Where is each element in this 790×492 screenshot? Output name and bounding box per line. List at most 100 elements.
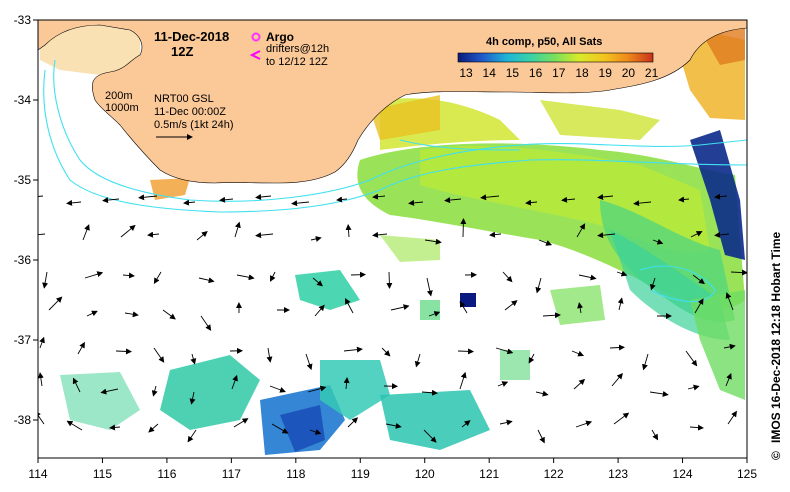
lat-tick-label: -35 bbox=[14, 173, 32, 187]
longitude-axis: 114 115 116 117 118 119 120 121 122 123 124 125 bbox=[28, 458, 757, 481]
current-arrow bbox=[611, 372, 623, 387]
lon-tick-label: 115 bbox=[93, 467, 112, 481]
drifters-to-label: to 12/12 12Z bbox=[266, 56, 328, 68]
current-arrow bbox=[426, 277, 433, 297]
current-arrow bbox=[147, 231, 160, 238]
current-arrow bbox=[723, 343, 736, 350]
current-arrow bbox=[652, 238, 664, 245]
current-arrow bbox=[687, 384, 700, 391]
lon-tick-label: 125 bbox=[737, 467, 757, 481]
current-arrow bbox=[309, 429, 322, 435]
argo-legend: Argo bbox=[251, 30, 294, 44]
current-arrow bbox=[344, 298, 354, 314]
current-arrow bbox=[692, 274, 705, 285]
current-arrow bbox=[597, 232, 616, 239]
current-arrow bbox=[39, 336, 45, 349]
argo-marker-icon bbox=[251, 32, 261, 42]
lon-tick-label: 122 bbox=[544, 467, 564, 481]
current-arrow bbox=[234, 221, 241, 238]
current-arrow bbox=[77, 341, 85, 355]
current-arrow bbox=[428, 311, 441, 317]
current-arrow bbox=[84, 271, 104, 279]
current-arrow bbox=[270, 271, 276, 282]
current-arrow bbox=[461, 420, 471, 428]
drifter-legend: drifters@12h to 12/12 12Z bbox=[249, 43, 329, 68]
current-arrow bbox=[561, 196, 576, 203]
current-arrow bbox=[573, 378, 586, 390]
credit-text: IMOS 16-Dec-2018 12:18 Hobart Time bbox=[769, 231, 783, 443]
current-arrow bbox=[714, 231, 730, 238]
current-arrow bbox=[305, 353, 313, 371]
current-arrow bbox=[385, 422, 402, 429]
current-arrow bbox=[414, 353, 421, 368]
current-arrow bbox=[421, 389, 438, 396]
current-arrow bbox=[690, 231, 703, 238]
lat-tick-label: -38 bbox=[14, 413, 32, 427]
current-arrow bbox=[649, 390, 669, 397]
current-arrow bbox=[291, 200, 310, 207]
current-arrow bbox=[190, 353, 197, 365]
lon-tick-label: 123 bbox=[608, 467, 628, 481]
current-arrow bbox=[66, 199, 82, 206]
current-arrow bbox=[312, 277, 323, 287]
colorbar-tick-label: 14 bbox=[483, 66, 497, 80]
current-arrow bbox=[153, 347, 165, 363]
current-arrow bbox=[115, 348, 132, 355]
current-arrow bbox=[198, 277, 215, 284]
lat-tick-label: -34 bbox=[14, 93, 32, 107]
drifter-marker-icon bbox=[249, 50, 261, 60]
lon-tick-label: 117 bbox=[222, 467, 241, 481]
current-arrow bbox=[457, 348, 474, 355]
current-arrow bbox=[689, 424, 704, 431]
lon-tick-label: 114 bbox=[28, 467, 47, 481]
current-arrow bbox=[255, 232, 274, 239]
current-arrow bbox=[231, 374, 238, 390]
current-arrow bbox=[310, 235, 322, 242]
current-arrow bbox=[271, 423, 289, 434]
current-arrow bbox=[542, 312, 561, 319]
lon-tick-label: 118 bbox=[286, 467, 305, 481]
current-arrow bbox=[535, 277, 542, 294]
current-arrow bbox=[109, 424, 121, 431]
current-arrow bbox=[100, 388, 119, 395]
colorbar-ticks: 13 14 15 16 17 18 19 20 21 bbox=[459, 66, 658, 80]
colorbar-tick-label: 20 bbox=[622, 66, 636, 80]
current-arrow bbox=[138, 194, 158, 201]
current-arrow bbox=[535, 390, 549, 397]
current-arrow bbox=[124, 311, 139, 318]
plot-frame bbox=[37, 19, 748, 459]
colorbar-tick-label: 18 bbox=[575, 66, 589, 80]
current-arrow bbox=[502, 271, 513, 283]
current-arrow bbox=[616, 270, 628, 277]
current-arrow bbox=[148, 423, 159, 433]
current-arrow bbox=[38, 195, 44, 197]
current-arrow bbox=[187, 429, 197, 443]
map-hour: 12Z bbox=[171, 44, 193, 59]
current-vectors bbox=[38, 193, 747, 444]
lon-tick-label: 124 bbox=[673, 467, 693, 481]
current-arrow bbox=[151, 385, 158, 397]
current-arrow bbox=[725, 373, 732, 387]
colorbar-tick-label: 17 bbox=[552, 66, 566, 80]
current-arrow bbox=[66, 420, 83, 431]
colorbar: 4h comp, p50, All Sats 13 14 15 16 17 18 19 20 2… bbox=[457, 36, 659, 80]
current-arrow bbox=[72, 377, 81, 393]
current-arrow bbox=[578, 274, 597, 281]
product-time: 11-Dec 00:00Z bbox=[154, 106, 226, 118]
current-arrow bbox=[504, 300, 518, 311]
current-arrow bbox=[597, 194, 614, 200]
current-arrow bbox=[499, 419, 513, 426]
current-arrow bbox=[236, 274, 255, 281]
current-arrow bbox=[650, 277, 656, 291]
current-arrow bbox=[423, 429, 437, 443]
current-arrow bbox=[390, 304, 410, 311]
colorbar-tick-label: 21 bbox=[645, 66, 659, 80]
current-arrow bbox=[459, 301, 468, 314]
current-arrow bbox=[528, 353, 535, 364]
current-arrow bbox=[424, 238, 442, 245]
current-arrow bbox=[537, 429, 545, 444]
current-arrow bbox=[336, 196, 348, 203]
bathymetry-contours bbox=[43, 59, 747, 303]
current-arrow bbox=[345, 224, 352, 238]
current-arrow bbox=[183, 199, 196, 206]
